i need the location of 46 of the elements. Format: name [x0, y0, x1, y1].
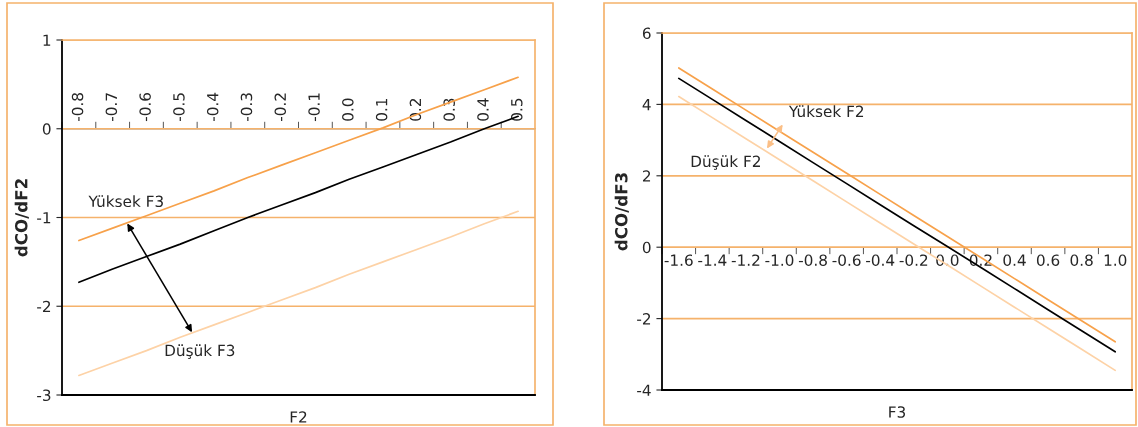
x-tick-label: -1.4 [698, 254, 727, 266]
x-tick-label: 0.1 [375, 98, 388, 121]
x-tick-label: -0.1 [308, 93, 320, 122]
line-series [78, 210, 519, 377]
y-tick-label: -4 [637, 384, 651, 396]
y-tick-label: 4 [642, 99, 651, 111]
x-tick-label: -0.4 [866, 254, 895, 266]
x-tick-label: -0.2 [274, 93, 287, 122]
x-tick-label: 0.4 [477, 98, 489, 121]
x-tick-label: -1.2 [731, 254, 760, 266]
series-label: Yüksek F3 [88, 195, 163, 208]
y-tick-label: -1 [37, 212, 51, 224]
y-tick-label: 0 [642, 241, 651, 254]
series-label: Düşük F3 [165, 344, 235, 359]
y-tick-label: 1 [43, 34, 51, 46]
x-tick-label: -0.8 [798, 254, 827, 266]
series-label: Düşük F2 [691, 155, 760, 170]
x-tick-label: 0.6 [1036, 254, 1060, 266]
x-tick-label: 0.0 [342, 98, 354, 121]
y-axis-title: dCO/dF3 [614, 173, 629, 251]
x-tick-label: 1.0 [1104, 254, 1127, 266]
x-tick-label: -0.4 [206, 92, 219, 122]
y-tick-label: 6 [642, 27, 651, 40]
x-tick-label: 0.5 [510, 98, 523, 121]
series-label: Yüksek F2 [788, 105, 864, 118]
x-tick-label: 0.2 [409, 99, 422, 121]
x-tick-label: -0.3 [240, 93, 253, 122]
y-tick-label: -2 [637, 313, 651, 325]
y-axis-title: dCO/dF2 [14, 179, 29, 257]
x-tick-label: -0.8 [71, 93, 84, 122]
x-tick-label: -0.6 [832, 254, 861, 266]
x-tick-label: 0.8 [1070, 254, 1093, 266]
y-tick-label: 2 [642, 170, 651, 182]
x-tick-label: -0.5 [173, 93, 185, 122]
x-tick-label: -1.0 [765, 254, 794, 266]
x-axis-title: F2 [290, 411, 307, 423]
x-axis-title: F3 [889, 406, 906, 418]
x-tick-label: -1.6 [664, 254, 693, 266]
x-tick-label: -0.6 [139, 92, 151, 122]
x-tick-label: -0.7 [105, 93, 118, 122]
x-tick-label: 0.3 [443, 98, 455, 121]
y-tick-label: -3 [37, 389, 51, 402]
x-tick-label: 0.4 [1003, 254, 1026, 266]
y-tick-label: -2 [37, 300, 51, 313]
y-tick-label: 0 [42, 123, 51, 135]
x-tick-label: -0.2 [899, 254, 928, 266]
